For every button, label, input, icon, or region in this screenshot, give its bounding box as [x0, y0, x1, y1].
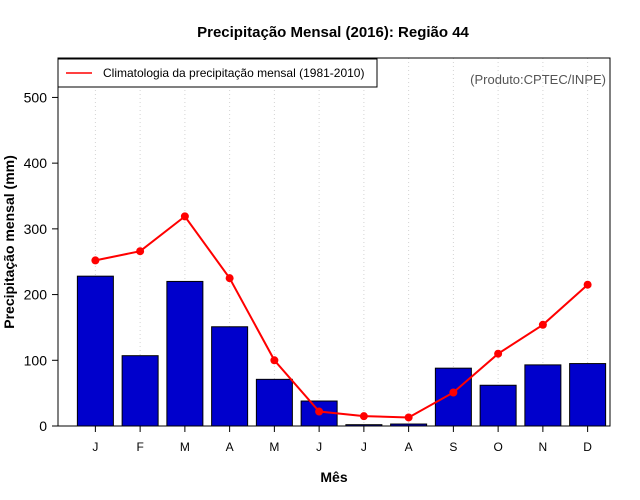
climatology-point — [180, 212, 189, 221]
x-tick-label: M — [180, 440, 190, 454]
x-tick-label: F — [136, 440, 143, 454]
climatology-polyline — [95, 214, 589, 419]
legend-box — [57, 58, 378, 88]
chart-title: Precipitação Mensal (2016): Região 44 — [197, 24, 469, 41]
bar — [211, 326, 249, 427]
climatology-point — [538, 320, 547, 329]
climatology-point — [91, 256, 100, 265]
climatology-point — [404, 413, 413, 422]
y-axis-title: Precipitação mensal (mm) — [1, 155, 17, 329]
climatology-point — [136, 247, 145, 256]
x-tick-label: J — [92, 440, 98, 454]
x-tick-label: S — [449, 440, 457, 454]
y-tick-label: 200 — [24, 287, 48, 303]
x-tick-label: A — [226, 440, 234, 454]
y-tick-label: 100 — [24, 352, 48, 368]
x-tick-label: J — [361, 440, 367, 454]
y-tick-label: 500 — [24, 89, 48, 105]
y-tick-label: 400 — [24, 155, 48, 171]
y-tick-label: 0 — [39, 418, 47, 434]
legend-label: Climatologia da precipitação mensal (198… — [103, 66, 364, 80]
climatology-line — [91, 212, 592, 422]
grid — [94, 58, 589, 426]
x-tick-label: J — [316, 440, 322, 454]
legend: Climatologia da precipitação mensal (198… — [57, 58, 378, 88]
bar — [524, 364, 562, 427]
bar — [255, 378, 293, 427]
climatology-point — [359, 412, 368, 421]
x-axis-title: Mês — [320, 469, 347, 485]
bar — [479, 384, 517, 427]
bar — [434, 367, 472, 427]
x-tick-label: M — [269, 440, 279, 454]
x-tick-label: A — [405, 440, 413, 454]
bar — [166, 280, 204, 427]
climatology-point — [494, 349, 503, 358]
x-tick-label: N — [539, 440, 548, 454]
climatology-point — [583, 280, 592, 289]
bar — [121, 355, 159, 427]
bar — [569, 363, 607, 427]
x-tick-label: O — [493, 440, 502, 454]
y-axis: 0 100 200 300 400 500 — [24, 89, 58, 434]
climatology-point — [449, 388, 458, 397]
climatology-point — [270, 356, 279, 365]
credit-annotation: (Produto:CPTEC/INPE) — [470, 72, 606, 87]
bar — [76, 275, 114, 427]
climatology-point — [315, 407, 324, 416]
x-tick-label: D — [583, 440, 592, 454]
bars — [76, 275, 607, 427]
plot-frame — [57, 57, 611, 427]
climatology-point — [225, 274, 234, 283]
y-tick-label: 300 — [24, 221, 48, 237]
